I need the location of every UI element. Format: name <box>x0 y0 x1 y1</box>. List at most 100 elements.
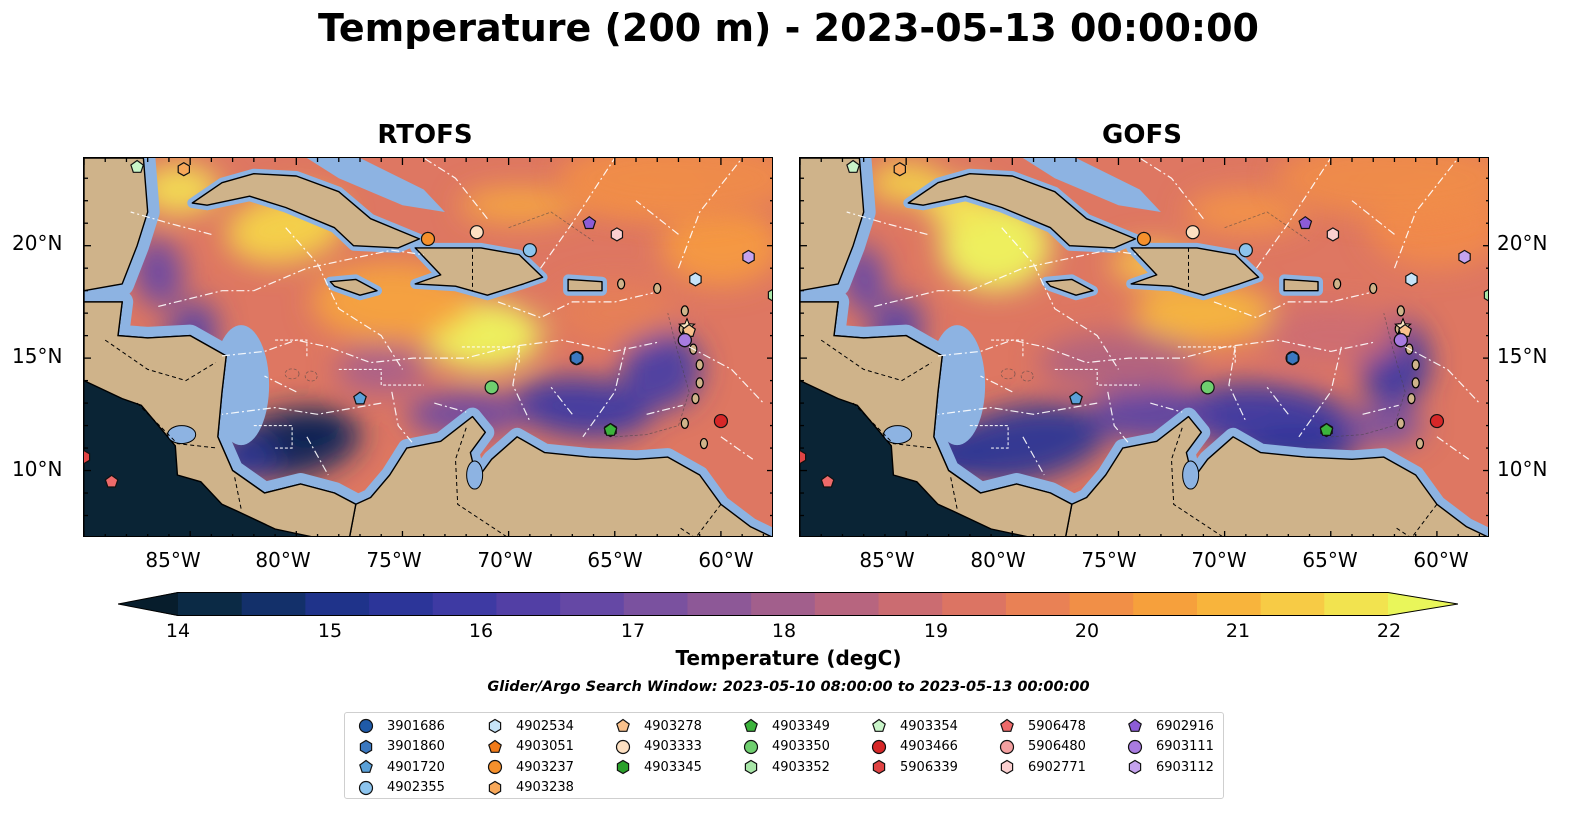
legend-label: 4903238 <box>516 780 574 796</box>
float-marker-4902534[interactable] <box>1405 272 1418 287</box>
float-marker-6902916[interactable] <box>582 215 597 230</box>
legend-item: 4903352 <box>742 757 830 778</box>
float-marker-5906478[interactable] <box>820 474 835 488</box>
colorbar-bin <box>1005 592 1071 616</box>
circle-marker-icon <box>358 719 374 734</box>
float-marker-6903111[interactable] <box>1393 333 1408 348</box>
legend-label: 6903111 <box>1156 739 1214 755</box>
circle-marker-icon <box>487 760 503 775</box>
circle-marker-icon <box>358 780 374 795</box>
float-marker-6903112[interactable] <box>1458 249 1471 265</box>
pentagon-marker-icon <box>359 760 373 774</box>
float-marker-6903111[interactable] <box>677 333 692 348</box>
float-marker-3901860[interactable] <box>570 350 583 366</box>
float-marker-4902355[interactable] <box>522 243 537 258</box>
float-marker-6902771[interactable] <box>610 227 624 242</box>
float-marker-4903352[interactable] <box>1483 289 1489 302</box>
colorbar-tick-label: 15 <box>317 620 343 642</box>
map-gofs[interactable] <box>799 157 1489 537</box>
float-marker-4903238[interactable] <box>177 162 191 177</box>
hexagon-marker-icon <box>1128 760 1142 775</box>
float-marker-4903237[interactable] <box>1136 231 1152 247</box>
float-marker-4902534[interactable] <box>689 272 702 287</box>
circle-marker-icon <box>615 739 631 754</box>
search-window-caption: Glider/Argo Search Window: 2023-05-10 08… <box>487 679 1090 695</box>
colorbar <box>118 592 1458 616</box>
float-marker-4903354[interactable] <box>130 159 145 173</box>
legend-label: 4903350 <box>772 739 830 755</box>
legend-label: 3901860 <box>387 739 445 755</box>
legend-item: 5906478 <box>998 716 1086 737</box>
legend-label: 5906478 <box>1028 718 1086 734</box>
pentagon-marker-icon <box>616 719 630 733</box>
float-marker-6902916[interactable] <box>1298 215 1313 230</box>
legend-item: 4903349 <box>742 716 830 737</box>
float-marker-6903112[interactable] <box>742 249 755 265</box>
colorbar-bin <box>1196 592 1262 616</box>
x-tick-label: 80°W <box>970 548 1026 572</box>
legend-label: 5906339 <box>900 759 958 775</box>
float-marker-5906339[interactable] <box>84 449 91 465</box>
colorbar-bin <box>369 592 434 616</box>
pentagon-marker-icon <box>488 739 502 753</box>
colorbar-tick-label: 17 <box>620 620 646 642</box>
colorbar-bin <box>178 592 243 616</box>
legend-item: 4902534 <box>486 716 574 737</box>
legend-label: 4903466 <box>900 739 958 755</box>
float-marker-4903238[interactable] <box>893 162 907 177</box>
y-tick-label: 15°N <box>1497 344 1548 368</box>
float-marker-4903350[interactable] <box>1200 380 1215 395</box>
hexagon-marker-icon <box>616 760 630 775</box>
legend-item: 5906339 <box>870 757 958 778</box>
colorbar-bin <box>623 592 689 616</box>
panel-title-rtofs: RTOFS <box>377 120 473 150</box>
circle-marker-icon <box>999 739 1015 754</box>
float-marker-4903352[interactable] <box>767 289 773 302</box>
legend-item: 4903238 <box>486 778 574 799</box>
legend-item: 4903051 <box>486 737 574 758</box>
hexagon-marker-icon <box>488 719 502 734</box>
pentagon-marker-icon <box>872 719 886 733</box>
legend-label: 4903278 <box>644 718 702 734</box>
hexagon-marker-icon <box>359 739 373 754</box>
float-marker-4903466[interactable] <box>1429 413 1445 429</box>
x-tick-label: 70°W <box>477 548 533 572</box>
float-marker-4903354[interactable] <box>846 159 861 173</box>
colorbar-bin <box>432 592 498 616</box>
colorbar-tick-label: 21 <box>1225 620 1251 642</box>
float-marker-4903350[interactable] <box>484 380 499 395</box>
float-legend: 3901686 3901860 4901720 4902355 4902534 49030… <box>344 712 1224 799</box>
legend-item: 3901860 <box>357 737 445 758</box>
legend-label: 6903112 <box>1156 759 1214 775</box>
colorbar-bin <box>814 592 880 616</box>
float-marker-3901860[interactable] <box>1286 350 1299 366</box>
colorbar-bin <box>687 592 752 616</box>
x-tick-label: 85°W <box>145 548 201 572</box>
colorbar-bin <box>942 592 1007 616</box>
legend-label: 5906480 <box>1028 739 1086 755</box>
float-marker-4903333[interactable] <box>469 225 484 240</box>
colorbar-tick-label: 22 <box>1376 620 1402 642</box>
legend-item: 5906480 <box>998 737 1086 758</box>
map-rtofs[interactable] <box>83 157 773 537</box>
float-marker-4903237[interactable] <box>420 231 436 247</box>
float-marker-4903349[interactable] <box>1319 422 1334 436</box>
y-tick-label: 10°N <box>12 457 63 481</box>
legend-label: 4903345 <box>644 759 702 775</box>
float-marker-5906339[interactable] <box>800 449 807 465</box>
float-marker-4901720[interactable] <box>353 391 367 405</box>
float-marker-4903333[interactable] <box>1185 225 1200 240</box>
legend-label: 6902916 <box>1156 718 1214 734</box>
legend-label: 4903349 <box>772 718 830 734</box>
legend-item: 4903354 <box>870 716 958 737</box>
float-marker-6902771[interactable] <box>1326 227 1340 242</box>
float-marker-4901720[interactable] <box>1069 391 1083 405</box>
float-marker-5906478[interactable] <box>104 474 119 488</box>
legend-item: 4903350 <box>742 737 830 758</box>
legend-label: 6902771 <box>1028 759 1086 775</box>
x-tick-label: 80°W <box>255 548 311 572</box>
float-marker-4903466[interactable] <box>713 413 729 429</box>
x-tick-label: 70°W <box>1191 548 1247 572</box>
float-marker-4903349[interactable] <box>603 422 618 436</box>
float-marker-4902355[interactable] <box>1238 243 1253 258</box>
